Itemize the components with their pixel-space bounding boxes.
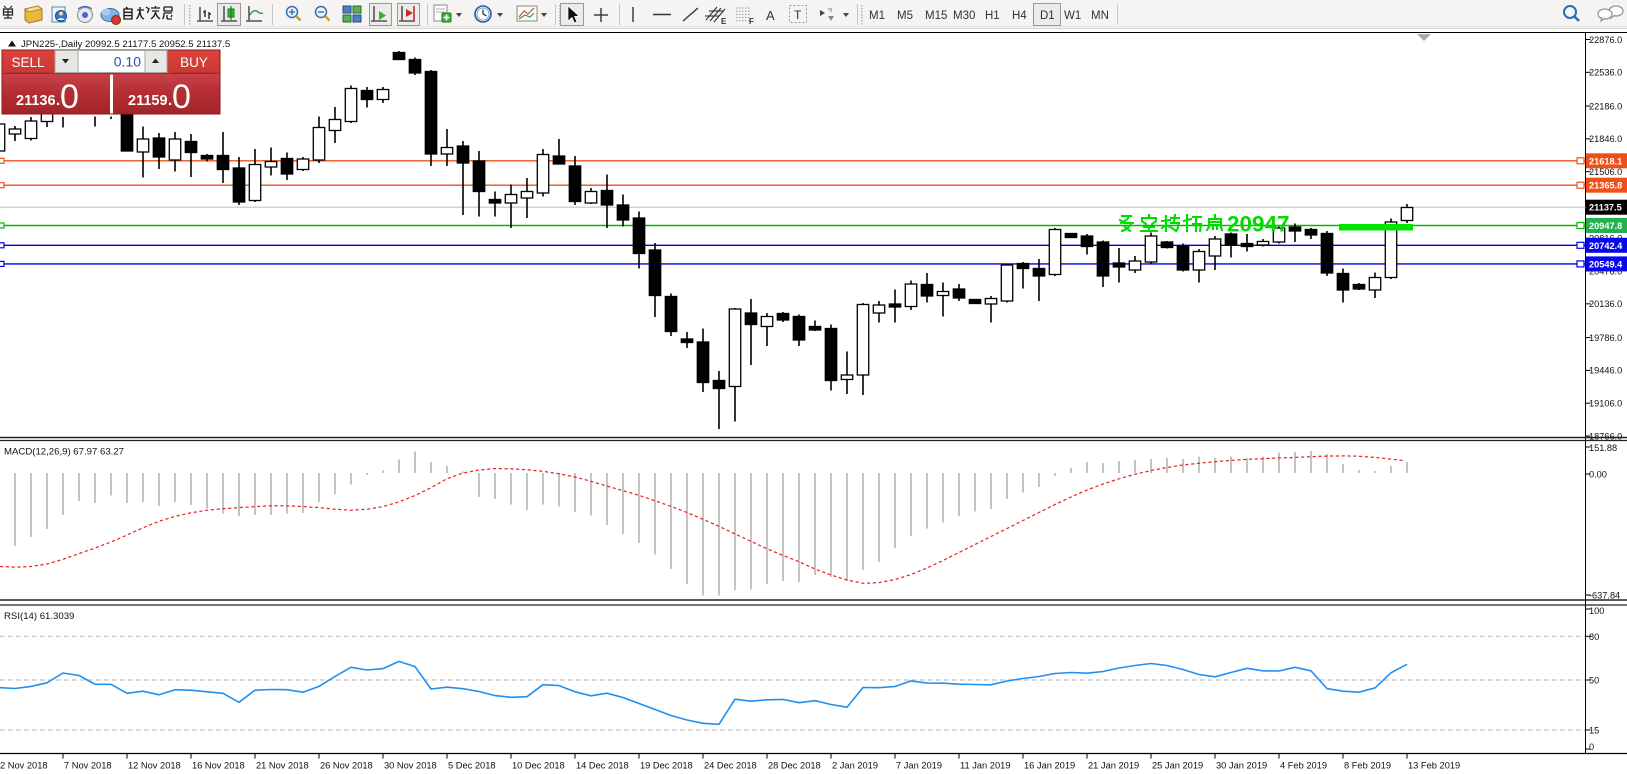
svg-text:100: 100 (1589, 606, 1604, 616)
svg-text:RSI(14) 61.3039: RSI(14) 61.3039 (4, 611, 74, 622)
svg-text:M30: M30 (953, 10, 975, 22)
svg-text:0.00: 0.00 (1589, 469, 1607, 479)
svg-text:21137.5: 21137.5 (1589, 203, 1622, 213)
svg-text:-637.84: -637.84 (1589, 590, 1620, 600)
svg-text:M5: M5 (897, 10, 913, 22)
svg-text:11 Jan 2019: 11 Jan 2019 (960, 761, 1011, 771)
svg-text:13 Feb 2019: 13 Feb 2019 (1408, 761, 1460, 771)
svg-text:21159: 21159 (128, 93, 168, 109)
svg-text:8 Feb 2019: 8 Feb 2019 (1344, 761, 1391, 771)
svg-text:28 Dec 2018: 28 Dec 2018 (768, 761, 821, 771)
svg-text:30 Jan 2019: 30 Jan 2019 (1216, 761, 1267, 771)
svg-text:20947: 20947 (1227, 212, 1290, 237)
svg-text:24 Dec 2018: 24 Dec 2018 (704, 761, 757, 771)
svg-text:21136: 21136 (16, 93, 56, 109)
svg-text:M15: M15 (925, 10, 947, 22)
svg-text:20742.4: 20742.4 (1589, 241, 1623, 251)
svg-text:16 Nov 2018: 16 Nov 2018 (192, 761, 245, 771)
svg-text:7 Nov 2018: 7 Nov 2018 (64, 761, 112, 771)
svg-text:0: 0 (1589, 742, 1594, 752)
svg-text:4 Feb 2019: 4 Feb 2019 (1280, 761, 1327, 771)
svg-text:A: A (766, 8, 775, 23)
svg-text:26 Nov 2018: 26 Nov 2018 (320, 761, 373, 771)
svg-text:SELL: SELL (11, 55, 45, 70)
svg-text:50: 50 (1589, 676, 1599, 686)
svg-text:BUY: BUY (180, 55, 208, 70)
svg-text:22876.0: 22876.0 (1589, 35, 1622, 45)
svg-text:20549.4: 20549.4 (1589, 259, 1623, 269)
svg-text:21618.1: 21618.1 (1589, 156, 1622, 166)
svg-text:MACD(12,26,9) 67.97 63.27: MACD(12,26,9) 67.97 63.27 (4, 447, 124, 458)
svg-text:2 Jan 2019: 2 Jan 2019 (832, 761, 878, 771)
svg-text:19446.0: 19446.0 (1589, 366, 1622, 376)
svg-text:0: 0 (172, 78, 191, 116)
svg-text:10 Dec 2018: 10 Dec 2018 (512, 761, 565, 771)
svg-text:E: E (721, 17, 727, 26)
svg-text:0.10: 0.10 (114, 54, 141, 70)
svg-text:22186.0: 22186.0 (1589, 101, 1622, 111)
svg-text:2 Nov 2018: 2 Nov 2018 (0, 761, 48, 771)
svg-text:5 Dec 2018: 5 Dec 2018 (448, 761, 496, 771)
svg-text:12 Nov 2018: 12 Nov 2018 (128, 761, 181, 771)
svg-text:21365.8: 21365.8 (1589, 181, 1622, 191)
svg-text:19786.0: 19786.0 (1589, 333, 1622, 343)
svg-text:30 Nov 2018: 30 Nov 2018 (384, 761, 437, 771)
svg-text:0: 0 (60, 78, 79, 116)
svg-text:151.88: 151.88 (1589, 443, 1617, 453)
svg-text:20136.0: 20136.0 (1589, 299, 1622, 309)
svg-text:22536.0: 22536.0 (1589, 68, 1622, 78)
svg-text:.: . (168, 92, 172, 109)
svg-text:14 Dec 2018: 14 Dec 2018 (576, 761, 629, 771)
svg-text:21846.0: 21846.0 (1589, 134, 1622, 144)
svg-text:T: T (794, 8, 802, 22)
svg-text:7 Jan 2019: 7 Jan 2019 (896, 761, 942, 771)
svg-text:25 Jan 2019: 25 Jan 2019 (1152, 761, 1203, 771)
svg-text:80: 80 (1589, 632, 1599, 642)
svg-text:15: 15 (1589, 726, 1599, 736)
svg-text:H1: H1 (985, 10, 1000, 22)
svg-text:W1: W1 (1064, 10, 1081, 22)
svg-text:M1: M1 (869, 10, 885, 22)
svg-text:21506.0: 21506.0 (1589, 167, 1622, 177)
svg-text:16 Jan 2019: 16 Jan 2019 (1024, 761, 1075, 771)
svg-text:F: F (749, 17, 754, 26)
svg-text:JPN225-,Daily 20992.5 21177.5: JPN225-,Daily 20992.5 21177.5 20952.5 21… (21, 39, 230, 50)
svg-text:21 Nov 2018: 21 Nov 2018 (256, 761, 309, 771)
svg-text:20947.8: 20947.8 (1589, 221, 1622, 231)
svg-text:21 Jan 2019: 21 Jan 2019 (1088, 761, 1139, 771)
svg-text:19 Dec 2018: 19 Dec 2018 (640, 761, 693, 771)
svg-text:19106.0: 19106.0 (1589, 398, 1622, 408)
svg-text:D1: D1 (1040, 10, 1055, 22)
svg-text:H4: H4 (1012, 10, 1027, 22)
svg-text:18766.0: 18766.0 (1589, 431, 1622, 441)
svg-text:.: . (56, 92, 60, 109)
svg-text:MN: MN (1091, 10, 1109, 22)
